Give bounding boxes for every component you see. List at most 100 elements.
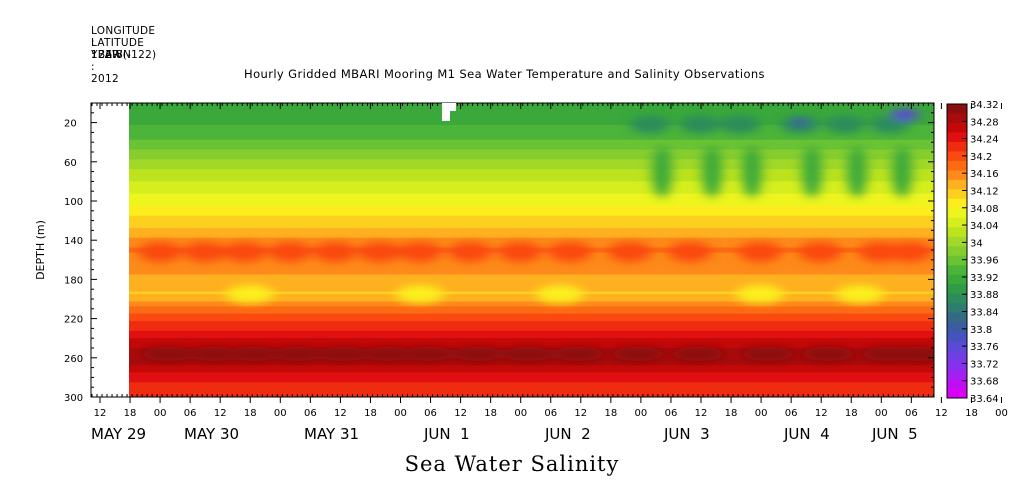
salinity-band: [129, 289, 934, 293]
salinity-band: [129, 284, 934, 288]
salinity-band: [129, 262, 934, 266]
salinity-band: [129, 152, 934, 156]
colorbar-swatch: [947, 189, 967, 200]
salinity-band: [129, 112, 934, 116]
anomaly-blob: [452, 346, 504, 361]
colorbar-frame: [946, 103, 968, 399]
longitude-label: LONGITUDE : 122W(-122): [91, 25, 157, 61]
colorbar-swatch: [947, 246, 967, 257]
colorbar-label: 33.92: [970, 273, 999, 284]
salinity-band: [129, 360, 934, 364]
colorbar-swatch: [947, 331, 967, 342]
salinity-band: [129, 144, 934, 148]
anomaly-blob: [552, 346, 604, 361]
x-tick-label: 00: [274, 408, 287, 419]
salinity-band: [129, 306, 934, 310]
salinity-band: [129, 394, 934, 397]
y-tick-label: 60: [64, 158, 77, 169]
anomaly-blob: [608, 241, 652, 262]
anomaly-blob: [652, 145, 672, 198]
salinity-band: [129, 125, 934, 129]
colorbar-swatch: [947, 341, 967, 352]
salinity-band: [129, 318, 934, 322]
salinity-band: [129, 299, 934, 303]
y-tick-label: 180: [64, 275, 83, 286]
salinity-band: [129, 107, 934, 111]
salinity-band: [129, 232, 934, 236]
x-tick-label: 00: [875, 408, 888, 419]
anomaly-blob: [362, 346, 414, 361]
data-gap: [442, 103, 450, 121]
anomaly-blob: [502, 346, 554, 361]
salinity-band: [129, 384, 934, 388]
anomaly-blob: [668, 241, 712, 262]
anomaly-blob: [630, 115, 670, 134]
salinity-band: [129, 156, 934, 160]
salinity-band: [129, 181, 934, 185]
salinity-band: [129, 213, 934, 217]
colorbar-swatch: [947, 284, 967, 295]
x-tick-label: 06: [544, 408, 557, 419]
anomaly-blob: [498, 241, 542, 262]
salinity-band: [129, 166, 934, 170]
date-label: JUN 4: [783, 425, 830, 443]
x-tick-label: 12: [695, 408, 708, 419]
anomaly-blob: [402, 346, 454, 361]
salinity-band: [129, 308, 934, 312]
anomaly-blob: [742, 346, 794, 361]
salinity-band: [129, 115, 934, 119]
colorbar: 34.32 34.28 34.24 34.2 34.16 34.12 34.08 34.04 3…: [946, 100, 999, 405]
colorbar-swatch: [947, 303, 967, 314]
colorbar-label: 34.24: [970, 135, 999, 146]
salinity-band: [129, 377, 934, 381]
anomaly-blob: [802, 145, 822, 198]
salinity-band: [129, 103, 934, 107]
x-tick-label: 12: [334, 408, 347, 419]
salinity-band: [129, 159, 934, 163]
salinity-band: [129, 328, 934, 332]
anomaly-blob: [888, 241, 932, 262]
anomaly-blob: [836, 285, 884, 304]
x-tick-label: 00: [635, 408, 648, 419]
colorbar-swatch: [947, 132, 967, 143]
colorbar-swatch: [947, 104, 967, 114]
salinity-band: [129, 198, 934, 202]
colorbar-swatch: [947, 236, 967, 247]
anomaly-blob: [138, 241, 182, 262]
salinity-band: [129, 335, 934, 339]
anomaly-blob: [742, 145, 762, 198]
salinity-band: [129, 323, 934, 327]
colorbar-swatch: [947, 379, 967, 390]
salinity-band: [129, 142, 934, 146]
salinity-band: [129, 203, 934, 207]
salinity-band: [129, 291, 934, 295]
colorbar-swatch: [947, 113, 967, 124]
colorbar-swatch: [947, 360, 967, 371]
colorbar-swatch: [947, 170, 967, 181]
colorbar-swatch: [947, 151, 967, 162]
anomaly-blob: [398, 241, 442, 262]
salinity-band: [129, 301, 934, 305]
salinity-band: [129, 210, 934, 214]
salinity-band: [129, 382, 934, 386]
colorbar-label: 33.64: [970, 394, 999, 405]
x-tick-label: 06: [665, 408, 678, 419]
x-tick-label: 18: [604, 408, 617, 419]
y-tick-label: 140: [64, 236, 83, 247]
salinity-band: [129, 274, 934, 278]
salinity-band: [129, 127, 934, 131]
salinity-band: [129, 330, 934, 334]
colorbar-label: 33.8: [970, 325, 992, 336]
salinity-band: [129, 186, 934, 190]
anomaly-blob: [268, 241, 312, 262]
colorbar-label: 34.32: [970, 100, 999, 111]
salinity-band: [129, 313, 934, 317]
x-tick-label: 06: [184, 408, 197, 419]
colorbar-swatch: [947, 369, 967, 380]
salinity-band: [129, 176, 934, 180]
salinity-band: [129, 132, 934, 136]
anomaly-blob: [847, 145, 867, 198]
anomaly-blob: [680, 115, 720, 134]
colorbar-label: 34.2: [970, 152, 992, 163]
